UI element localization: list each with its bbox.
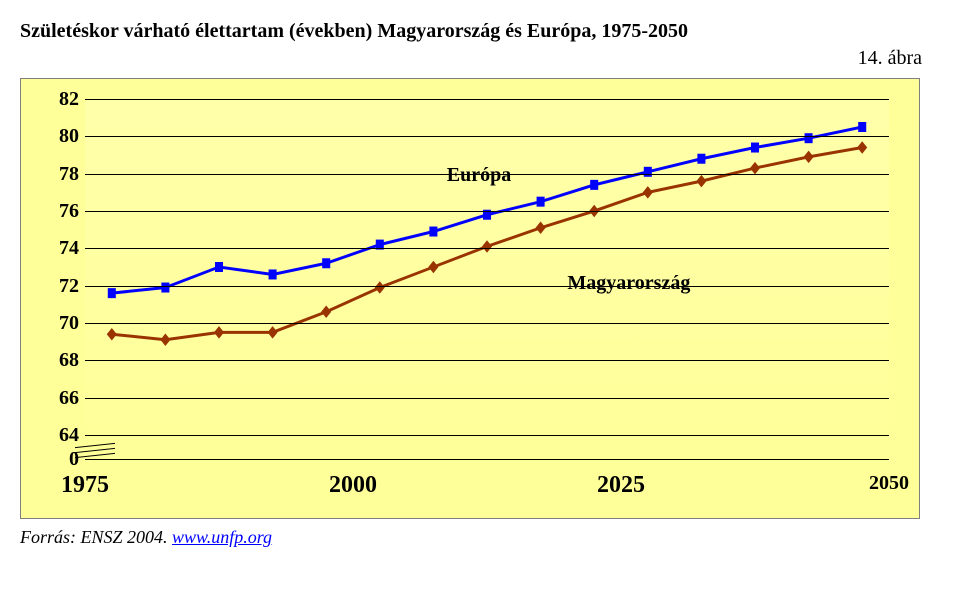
x-tick: 2025 [597,472,645,499]
x-axis: 1975200020252050 [85,472,889,504]
gridline [85,360,889,361]
marker-Magyarország [268,326,278,339]
series-label-Magyarország: Magyarország [567,272,690,295]
source-prefix: Forrás: ENSZ 2004. [20,527,172,547]
marker-Magyarország [804,151,814,164]
x-tick: 2050 [869,472,909,495]
marker-Európa [108,288,116,298]
marker-Magyarország [536,222,546,235]
y-axis: 828078767472706866640 [27,99,85,459]
source-link[interactable]: www.unfp.org [172,527,272,547]
marker-Magyarország [160,334,170,347]
series-label-Európa: Európa [447,164,511,187]
marker-Európa [161,283,169,293]
gridline [85,398,889,399]
x-tick: 2000 [329,472,377,499]
chart-container: 828078767472706866640 Európa Magyarország… [20,78,920,519]
marker-Európa [644,167,652,177]
plot-area: Európa Magyarország [85,99,889,460]
marker-Európa [429,227,437,237]
marker-Magyarország [428,261,438,274]
marker-Európa [322,258,330,268]
marker-Magyarország [107,328,117,341]
source-citation: Forrás: ENSZ 2004. www.unfp.org [20,527,942,548]
marker-Magyarország [321,306,331,319]
marker-Európa [537,197,545,207]
marker-Magyarország [214,326,224,339]
gridline [85,136,889,137]
marker-Európa [697,154,705,164]
chart-title: Születéskor várható élettartam (években)… [20,20,942,43]
figure-number: 14. ábra [20,47,942,70]
marker-Európa [215,262,223,272]
marker-Európa [805,133,813,143]
marker-Európa [751,143,759,153]
gridline [85,286,889,287]
x-tick: 1975 [61,472,109,499]
marker-Magyarország [750,162,760,175]
marker-Európa [269,269,277,279]
marker-Magyarország [857,141,867,154]
marker-Magyarország [375,281,385,294]
chart-lines [85,99,889,459]
gridline [85,435,889,436]
marker-Magyarország [643,186,653,199]
marker-Európa [590,180,598,190]
gridline [85,99,889,100]
marker-Európa [858,122,866,132]
gridline [85,211,889,212]
gridline [85,248,889,249]
marker-Magyarország [696,175,706,188]
gridline [85,323,889,324]
marker-Magyarország [482,240,492,253]
